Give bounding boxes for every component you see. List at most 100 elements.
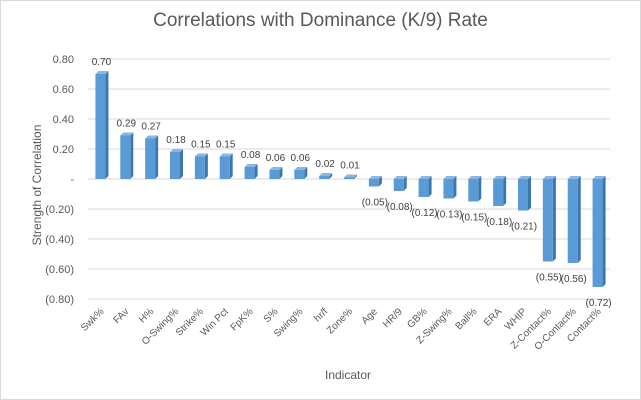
y-tick-label: (0.40) <box>45 234 74 246</box>
bar <box>567 179 578 263</box>
x-tick-label: Age <box>360 306 381 327</box>
bar-side <box>155 135 159 179</box>
bar <box>393 179 404 191</box>
bar-side <box>528 176 531 211</box>
x-tick-label: S% <box>262 306 281 325</box>
bar <box>344 177 354 179</box>
bar-top <box>567 176 581 179</box>
bar-top <box>542 176 556 179</box>
data-label: (0.13) <box>436 210 462 221</box>
x-tick-label: hr/f <box>312 306 330 324</box>
bar-side <box>254 164 258 179</box>
data-label: (0.72) <box>586 298 612 309</box>
x-axis-title: Indicator <box>324 368 372 382</box>
bar <box>368 179 379 187</box>
bar-side <box>602 176 606 287</box>
data-label: (0.56) <box>561 274 587 285</box>
bar-top <box>120 132 134 136</box>
data-label: 0.18 <box>166 135 186 146</box>
x-tick-label: Swk% <box>79 306 107 334</box>
bar-top <box>294 167 308 170</box>
y-tick-label: 0.60 <box>53 84 74 96</box>
bar-top <box>592 176 606 179</box>
bar-top <box>170 149 183 152</box>
bar <box>319 176 330 179</box>
bar <box>518 179 528 211</box>
y-tick-label: - <box>70 174 74 186</box>
data-label: 0.27 <box>141 122 161 133</box>
data-label: 0.06 <box>266 153 286 164</box>
bar-side <box>130 132 134 179</box>
bar-side <box>478 176 482 202</box>
bar-top <box>319 173 333 176</box>
bar <box>95 74 106 179</box>
bar-top <box>269 167 283 170</box>
bar-top <box>344 174 357 178</box>
bars <box>95 71 606 287</box>
bar-side <box>304 167 308 179</box>
x-tick-label: HR/9 <box>381 306 405 330</box>
bar-top <box>468 176 482 179</box>
bar-side <box>180 149 183 179</box>
bar-top <box>393 176 407 179</box>
bar-side <box>453 176 457 199</box>
bar-side <box>229 153 233 179</box>
bar <box>145 138 156 179</box>
bar-side <box>552 176 556 262</box>
y-tick-label: 0.40 <box>53 114 74 126</box>
bar-side <box>503 176 507 206</box>
x-tick-label: Ball% <box>454 306 480 332</box>
data-label: (0.18) <box>486 217 512 228</box>
x-tick-label: FpK% <box>229 306 256 333</box>
x-tick-label: FAv <box>112 306 132 326</box>
bar <box>269 170 280 179</box>
data-label: (0.05) <box>362 198 388 209</box>
y-tick-labels: 0.80 0.60 0.40 0.20 - (0.20) (0.40) (0.60) (0.80… <box>45 54 74 306</box>
bar-side <box>403 176 407 191</box>
bar <box>294 170 305 179</box>
data-label: 0.70 <box>92 57 112 68</box>
data-label: 0.15 <box>216 140 236 151</box>
data-label: (0.55) <box>536 273 562 284</box>
bar <box>244 167 255 179</box>
bar-top <box>493 176 507 179</box>
bar-side <box>428 176 432 197</box>
bar-top <box>518 176 531 179</box>
y-tick-label: (0.20) <box>45 204 74 216</box>
bar <box>443 179 454 199</box>
data-label: 0.15 <box>191 140 211 151</box>
bar <box>493 179 504 206</box>
y-tick-label: 0.80 <box>53 54 74 66</box>
data-label: (0.12) <box>412 208 438 219</box>
x-tick-label: Zone% <box>325 306 355 336</box>
data-label: 0.02 <box>315 159 335 170</box>
data-label: 0.29 <box>117 119 137 130</box>
bar <box>170 152 180 179</box>
data-label: (0.21) <box>511 222 537 233</box>
x-tick-label: ERA <box>482 306 505 329</box>
data-label: (0.08) <box>387 202 413 213</box>
bar-top <box>368 176 382 179</box>
bar-top <box>244 164 258 167</box>
data-label: (0.15) <box>461 213 487 224</box>
data-label: 0.08 <box>241 150 261 161</box>
bar-top <box>443 176 457 179</box>
bar-top <box>145 135 159 139</box>
y-tick-label: 0.20 <box>53 144 74 156</box>
bar <box>592 179 603 287</box>
bar <box>194 156 205 179</box>
y-tick-label: (0.80) <box>45 294 74 306</box>
x-tick-label: Win Pct <box>199 306 231 338</box>
data-labels: 0.70 0.29 0.27 0.18 0.15 0.15 0.08 0.06 0.06 0.02… <box>92 57 612 309</box>
bar-top <box>418 176 432 179</box>
bar <box>542 179 553 262</box>
bar-side <box>105 71 109 179</box>
bar-side <box>204 153 208 179</box>
data-label: 0.06 <box>291 153 311 164</box>
bar <box>219 156 230 179</box>
bar-top <box>95 71 109 74</box>
bar <box>418 179 429 197</box>
bar-side <box>329 173 333 179</box>
